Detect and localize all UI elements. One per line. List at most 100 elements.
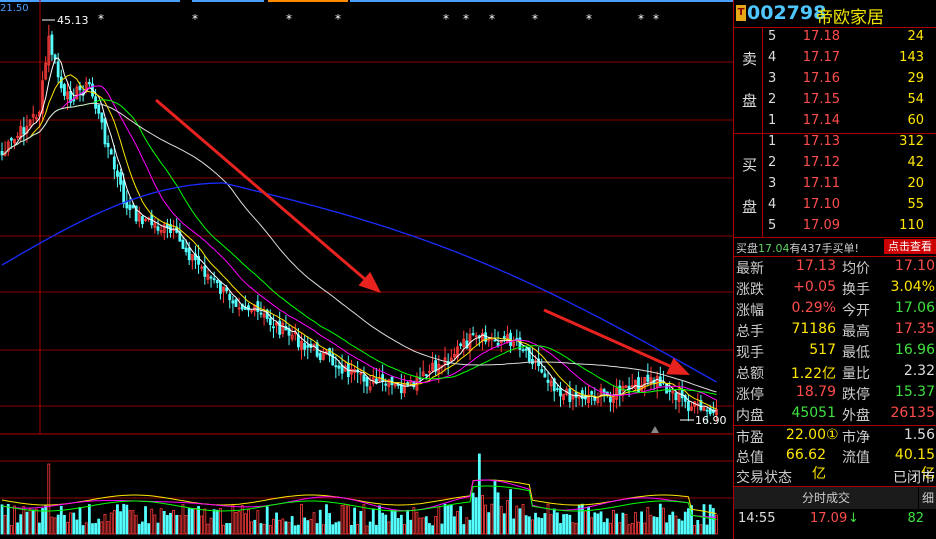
candle-up xyxy=(34,117,38,120)
info-marker-star-icon[interactable]: * xyxy=(443,12,449,26)
candle-up xyxy=(159,230,163,233)
quote-key: 涨幅 xyxy=(736,303,764,319)
info-marker-star-icon[interactable]: * xyxy=(286,12,292,26)
candle-down xyxy=(521,349,525,352)
candle-down xyxy=(337,365,341,369)
kline-chart-area[interactable]: * * * * * * * * * * * 21.50 45.13 16.90 xyxy=(0,0,733,539)
quote-value: 16.96 xyxy=(894,342,935,358)
volume-bar-down xyxy=(56,514,60,535)
bid-row[interactable]: 1 17.13 312 xyxy=(734,134,936,155)
info-marker-star-icon[interactable]: * xyxy=(463,12,469,26)
level-label: 1 xyxy=(768,113,777,128)
stock-code: 002798 xyxy=(747,2,827,24)
candle-up xyxy=(137,212,141,222)
candle-up xyxy=(387,379,391,387)
volume-bar-up xyxy=(13,505,16,535)
candle-down xyxy=(231,300,235,304)
volume-bar-up xyxy=(456,511,459,535)
volume-bar-down xyxy=(116,504,119,535)
volume-bar-up xyxy=(609,522,612,535)
candle-down xyxy=(546,379,550,383)
volume-bar-up xyxy=(181,504,185,535)
volume-bar-down xyxy=(215,509,219,535)
view-notice-button[interactable]: 点击查看 xyxy=(884,239,936,254)
volume-bar-up xyxy=(203,508,207,535)
candle-up xyxy=(75,86,79,100)
volume-bar-down xyxy=(328,513,332,535)
info-badge-icon[interactable]: ① xyxy=(826,427,839,443)
ask-row[interactable]: 3 17.16 29 xyxy=(734,71,936,92)
candle-down xyxy=(125,201,129,209)
volume-bar-up xyxy=(256,510,260,535)
candle-down xyxy=(203,265,207,277)
ma30-line xyxy=(1,99,717,396)
candle-down xyxy=(228,293,232,301)
volume-bar-down xyxy=(31,509,35,535)
volume-bar-up xyxy=(243,513,247,535)
volume-bar-up xyxy=(506,500,509,535)
chart-topbar-blue-2 xyxy=(192,0,264,2)
volume-bar-down xyxy=(275,512,278,535)
ask-row[interactable]: 5 17.18 24 xyxy=(734,29,936,50)
volume-bar-up xyxy=(268,525,272,535)
volume-bar-down xyxy=(599,511,603,535)
divider xyxy=(734,27,936,28)
candle-up xyxy=(702,407,706,411)
level-label: 4 xyxy=(768,50,777,65)
divider xyxy=(734,486,936,487)
volume-bar-down xyxy=(568,514,572,535)
tab-detail[interactable]: 细 xyxy=(919,487,936,509)
info-marker-star-icon[interactable]: * xyxy=(638,12,644,26)
volume-bar-down xyxy=(19,514,23,535)
volume-bar-down xyxy=(540,518,544,535)
volume-bar-up xyxy=(693,524,697,535)
volume-bar-down xyxy=(331,524,335,535)
info-marker-star-icon[interactable]: * xyxy=(192,12,198,26)
candle-up xyxy=(162,224,166,234)
ask-label-2: 盘 xyxy=(742,92,758,110)
volume-bar-down xyxy=(652,516,656,535)
fund-key: 流值 xyxy=(842,450,870,466)
volume-bar-down xyxy=(315,523,319,535)
volume-bar-up xyxy=(150,508,154,535)
volume-bar-up xyxy=(574,523,578,535)
volume-bar-down xyxy=(16,522,20,535)
bid-row[interactable]: 4 17.10 55 xyxy=(734,197,936,218)
kline-svg: * * * * * * * * * * * 21.50 45.13 16.90 xyxy=(0,0,733,535)
info-marker-star-icon[interactable]: * xyxy=(653,12,659,26)
volume-bar-down xyxy=(471,492,475,535)
volume-bar-down xyxy=(396,518,400,535)
info-marker-star-icon[interactable]: * xyxy=(532,12,538,26)
stock-tag-badge[interactable]: T xyxy=(736,5,746,21)
candle-up xyxy=(13,138,16,144)
volume-bar-down xyxy=(381,512,385,535)
volume-bar-up xyxy=(434,516,438,535)
volume-bar-down xyxy=(690,505,693,535)
volume-bar-down xyxy=(658,503,662,535)
volume-bar-down xyxy=(25,511,29,535)
trend-arrow-head xyxy=(666,357,690,375)
ask-row[interactable]: 1 17.14 60 xyxy=(734,113,936,134)
bid-row[interactable]: 2 17.12 42 xyxy=(734,155,936,176)
candle-up xyxy=(431,362,434,372)
info-marker-star-icon[interactable]: * xyxy=(489,12,495,26)
fund-key: 总值 xyxy=(736,450,764,466)
candle-up xyxy=(359,372,363,375)
bid-row[interactable]: 5 17.09 110 xyxy=(734,218,936,239)
volume-bar-up xyxy=(178,515,182,535)
bid-row[interactable]: 3 17.11 20 xyxy=(734,176,936,197)
info-marker-star-icon[interactable]: * xyxy=(98,12,104,26)
tab-tick-trades[interactable]: 分时成交 xyxy=(734,487,918,509)
volume-bar-down xyxy=(350,525,353,535)
ask-row[interactable]: 4 17.17 143 xyxy=(734,50,936,71)
volume-bar-up xyxy=(643,522,647,535)
candle-down xyxy=(109,149,113,155)
ask-row[interactable]: 2 17.15 54 xyxy=(734,92,936,113)
volume-bar-down xyxy=(190,508,194,535)
volume-bar-down xyxy=(559,523,562,535)
info-marker-star-icon[interactable]: * xyxy=(335,12,341,26)
info-marker-star-icon[interactable]: * xyxy=(586,12,592,26)
quote-key: 跌停 xyxy=(842,387,870,403)
volume-bar-down xyxy=(393,509,397,535)
level-label: 3 xyxy=(768,176,777,191)
